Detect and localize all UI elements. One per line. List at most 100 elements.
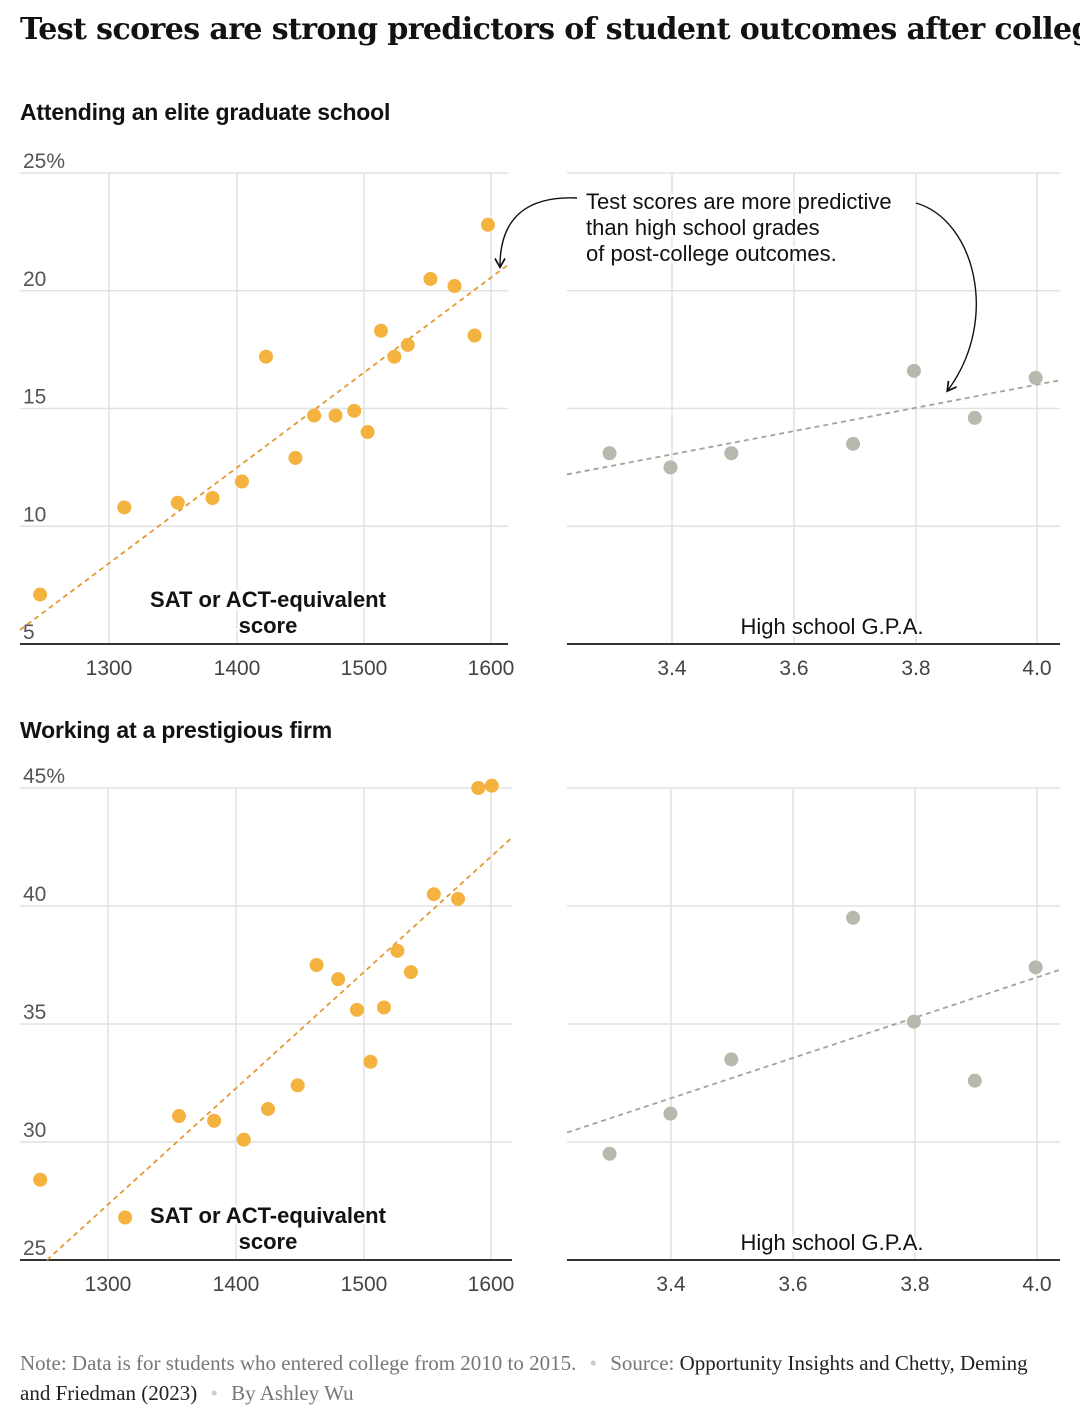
data-point bbox=[207, 1113, 222, 1128]
note-label: Note: bbox=[20, 1351, 67, 1375]
source-text: Opportunity Insights and Chetty, Deming … bbox=[20, 1351, 1028, 1405]
x-axis-title: High school G.P.A. bbox=[740, 614, 923, 639]
x-tick-label: 1400 bbox=[213, 1273, 260, 1296]
trend-line bbox=[19, 264, 509, 631]
byline: By Ashley Wu bbox=[231, 1381, 354, 1405]
data-point bbox=[663, 1106, 678, 1121]
annotation-text: of post-college outcomes. bbox=[586, 241, 837, 266]
x-tick-label: 3.6 bbox=[779, 657, 808, 680]
data-point bbox=[172, 1109, 187, 1124]
section-title-graduate-school: Attending an elite graduate school bbox=[20, 99, 391, 125]
data-point bbox=[447, 279, 462, 294]
data-point bbox=[1028, 370, 1043, 385]
data-point bbox=[467, 328, 482, 343]
charts-canvas: 1300 1400 1500 1600 25% 20 15 10 5 SAT or ACT-equ… bbox=[19, 150, 1061, 1296]
x-tick-label: 3.4 bbox=[656, 1273, 686, 1296]
annotation-arrow-right bbox=[915, 202, 977, 393]
data-point bbox=[967, 1073, 982, 1088]
data-point bbox=[328, 408, 343, 423]
data-point bbox=[33, 587, 48, 602]
data-point bbox=[906, 1014, 921, 1029]
data-point bbox=[387, 349, 402, 364]
y-tick-label: 35 bbox=[23, 1001, 46, 1024]
data-point bbox=[290, 1078, 305, 1093]
trend-line bbox=[46, 836, 513, 1261]
data-point bbox=[307, 408, 322, 423]
x-tick-label: 3.8 bbox=[900, 1273, 929, 1296]
x-tick-label: 1500 bbox=[341, 657, 388, 680]
scatter-panel-3: 1300 1400 1500 1600 45% 40 35 30 25 SAT or ACT-eq… bbox=[20, 765, 514, 1296]
data-point bbox=[33, 1172, 48, 1187]
y-tick-label: 45% bbox=[23, 765, 65, 788]
data-point bbox=[118, 1210, 133, 1225]
data-point bbox=[451, 891, 466, 906]
y-tick-label: 30 bbox=[23, 1119, 46, 1142]
data-point bbox=[480, 217, 495, 232]
annotation-text: Test scores are more predictive bbox=[586, 189, 892, 214]
data-point bbox=[259, 349, 274, 364]
x-tick-label: 1300 bbox=[86, 657, 133, 680]
x-tick-label: 1500 bbox=[341, 1273, 388, 1296]
x-axis-title: SAT or ACT-equivalent bbox=[150, 587, 387, 612]
x-axis-title: score bbox=[239, 613, 298, 638]
data-point bbox=[906, 363, 921, 378]
data-point bbox=[423, 271, 438, 286]
data-point bbox=[471, 781, 486, 795]
trend-line bbox=[566, 968, 1061, 1134]
x-tick-label: 3.6 bbox=[778, 1273, 807, 1296]
x-tick-label: 1600 bbox=[468, 657, 515, 680]
data-point bbox=[205, 490, 220, 505]
data-point bbox=[363, 1054, 378, 1069]
data-point bbox=[234, 474, 249, 489]
y-tick-label: 5 bbox=[23, 621, 35, 644]
x-tick-label: 1600 bbox=[468, 1273, 515, 1296]
x-axis-title: SAT or ACT-equivalent bbox=[150, 1203, 387, 1228]
data-point bbox=[663, 460, 678, 475]
scatter-panel-4: 3.4 3.6 3.8 4.0 High school G.P.A. bbox=[566, 787, 1061, 1296]
data-point bbox=[117, 500, 132, 515]
x-tick-label: 4.0 bbox=[1022, 657, 1051, 680]
data-point bbox=[846, 436, 861, 451]
x-tick-label: 3.4 bbox=[657, 657, 687, 680]
scatter-panel-1: 1300 1400 1500 1600 25% 20 15 10 5 SAT or ACT-equ… bbox=[19, 150, 515, 680]
y-tick-label: 15 bbox=[23, 386, 46, 409]
data-point bbox=[390, 943, 405, 958]
x-axis-title: High school G.P.A. bbox=[740, 1230, 923, 1255]
data-point bbox=[349, 1002, 364, 1017]
data-point bbox=[602, 1146, 617, 1161]
separator-dot-icon: • bbox=[589, 1351, 597, 1375]
data-point bbox=[426, 887, 441, 902]
x-axis-title: score bbox=[239, 1229, 298, 1254]
scatter-panel-2: 3.4 3.6 3.8 4.0 High school G.P.A. bbox=[566, 172, 1061, 680]
data-point bbox=[1028, 960, 1043, 975]
data-point bbox=[376, 1000, 391, 1015]
separator-dot-icon: • bbox=[210, 1381, 218, 1405]
x-tick-label: 3.8 bbox=[901, 657, 930, 680]
data-point bbox=[373, 323, 388, 338]
data-point bbox=[261, 1101, 276, 1116]
footer-note: Note: Data is for students who entered c… bbox=[20, 1348, 1060, 1408]
source-label: Source: bbox=[610, 1351, 675, 1375]
data-point bbox=[236, 1132, 251, 1147]
annotation-arrow-left bbox=[494, 197, 578, 270]
x-tick-label: 1300 bbox=[85, 1273, 132, 1296]
y-tick-label: 40 bbox=[23, 883, 46, 906]
data-point bbox=[724, 1052, 739, 1067]
data-point bbox=[347, 403, 362, 418]
data-point bbox=[288, 450, 303, 465]
data-point bbox=[724, 446, 739, 461]
y-tick-label: 10 bbox=[23, 503, 46, 526]
y-tick-label: 25% bbox=[23, 150, 65, 173]
data-point bbox=[400, 337, 415, 352]
section-title-prestigious-firm: Working at a prestigious firm bbox=[20, 717, 332, 743]
annotation-text: than high school grades bbox=[586, 215, 820, 240]
data-point bbox=[967, 410, 982, 425]
data-point bbox=[360, 425, 375, 440]
x-tick-label: 4.0 bbox=[1022, 1273, 1051, 1296]
y-tick-label: 25 bbox=[23, 1237, 46, 1260]
trend-line bbox=[566, 379, 1061, 476]
note-text: Data is for students who entered college… bbox=[71, 1351, 577, 1375]
chart-title: Test scores are strong predictors of stu… bbox=[20, 12, 1080, 47]
data-point bbox=[484, 778, 499, 793]
